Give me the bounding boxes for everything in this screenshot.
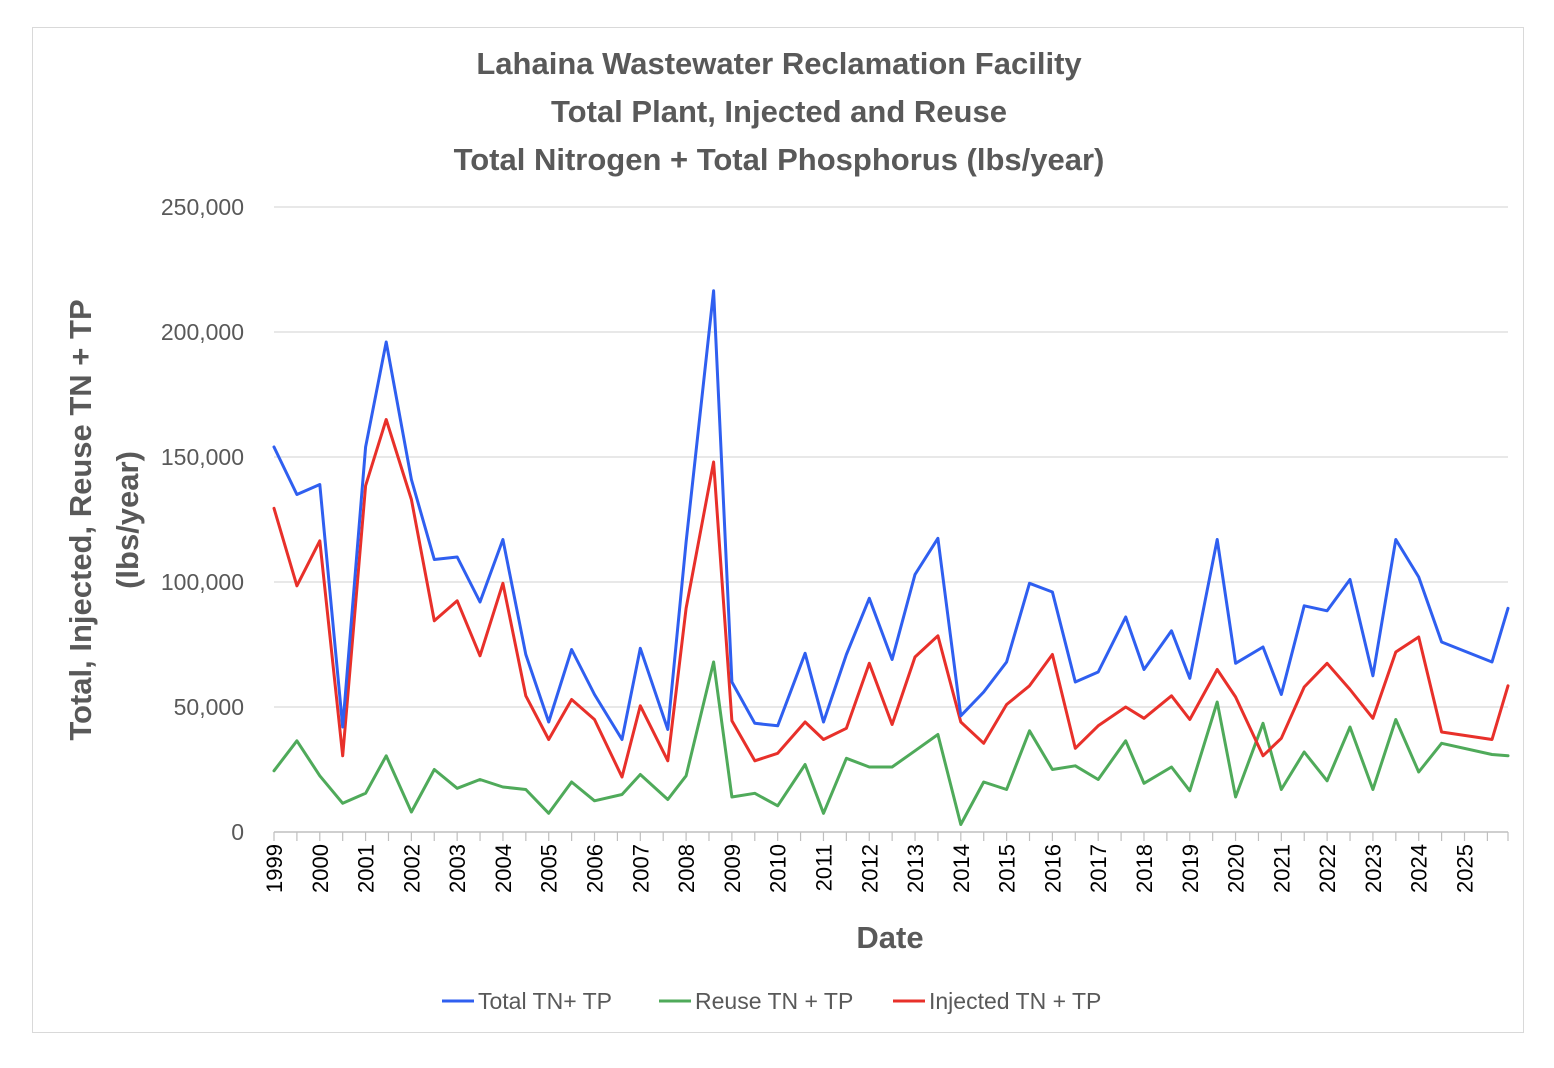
series-line-total-tn-tp xyxy=(272,289,1510,741)
x-tick-label: 2013 xyxy=(903,844,928,893)
x-tick-label: 2016 xyxy=(1040,844,1065,893)
series-lines xyxy=(272,289,1510,826)
y-tick-label: 200,000 xyxy=(161,319,244,345)
x-axis-title: Date xyxy=(856,920,923,955)
x-tick-label: 2007 xyxy=(628,844,653,893)
y-axis-ticks: 0 50,000 100,000 150,000 200,000 250,000 xyxy=(161,194,244,845)
chart-title-line-1: Lahaina Wastewater Reclamation Facility xyxy=(476,46,1082,81)
x-tick-label: 2002 xyxy=(399,844,424,893)
legend-label: Total TN+ TP xyxy=(478,988,612,1014)
chart-title-line-3: Total Nitrogen + Total Phosphorus (lbs/y… xyxy=(454,142,1105,177)
x-tick-label: 2004 xyxy=(491,844,516,893)
x-tick-label: 2019 xyxy=(1178,844,1203,893)
x-tick-label: 2001 xyxy=(354,844,379,893)
y-axis-title-line-2: (lbs/year) xyxy=(110,451,145,589)
x-tick-label: 2024 xyxy=(1407,844,1432,893)
series-line-reuse-tn-tp xyxy=(272,660,1510,826)
x-tick-label: 2020 xyxy=(1224,844,1249,893)
y-tick-label: 100,000 xyxy=(161,569,244,595)
chart-frame xyxy=(32,27,1524,1033)
x-tick-label: 2023 xyxy=(1361,844,1386,893)
x-tick-label: 2022 xyxy=(1315,844,1340,893)
x-tick-label: 2010 xyxy=(766,844,791,893)
x-tick-label: 2011 xyxy=(811,844,836,891)
y-tick-label: 250,000 xyxy=(161,194,244,220)
x-tick-label: 2015 xyxy=(995,844,1020,893)
y-tick-label: 150,000 xyxy=(161,444,244,470)
chart-title-line-2: Total Plant, Injected and Reuse xyxy=(551,94,1007,129)
y-tick-label: 0 xyxy=(231,819,244,845)
y-tick-label: 50,000 xyxy=(174,694,244,720)
chart-title: Lahaina Wastewater Reclamation Facility … xyxy=(454,46,1105,177)
x-axis xyxy=(273,831,1509,841)
x-tick-label: 2009 xyxy=(720,844,745,893)
x-tick-label: 2021 xyxy=(1269,844,1294,893)
legend: Total TN+ TP Reuse TN + TP Injected TN + T… xyxy=(442,988,1101,1014)
x-axis-ticks: 1999 2000 2001 2002 2003 2004 2005 2006 2007 2008… xyxy=(262,844,1478,893)
legend-label: Reuse TN + TP xyxy=(695,988,853,1014)
x-tick-label: 2000 xyxy=(308,844,333,893)
series-line-injected-tn-tp xyxy=(272,418,1510,779)
x-tick-label: 1999 xyxy=(262,844,287,893)
x-tick-label: 2006 xyxy=(583,844,608,893)
x-tick-label: 2008 xyxy=(674,844,699,893)
x-tick-label: 2014 xyxy=(949,844,974,893)
y-axis-title-line-1: Total, Injected, Reuse TN + TP xyxy=(63,299,98,740)
x-tick-label: 2017 xyxy=(1086,844,1111,893)
legend-label: Injected TN + TP xyxy=(929,988,1101,1014)
x-tick-label: 2003 xyxy=(445,844,470,893)
x-tick-label: 2025 xyxy=(1453,844,1478,893)
gridlines xyxy=(274,206,1508,708)
x-tick-label: 2018 xyxy=(1132,844,1157,893)
y-axis-title: Total, Injected, Reuse TN + TP (lbs/year… xyxy=(63,299,145,740)
x-tick-label: 2012 xyxy=(857,844,882,893)
x-tick-label: 2005 xyxy=(537,844,562,893)
